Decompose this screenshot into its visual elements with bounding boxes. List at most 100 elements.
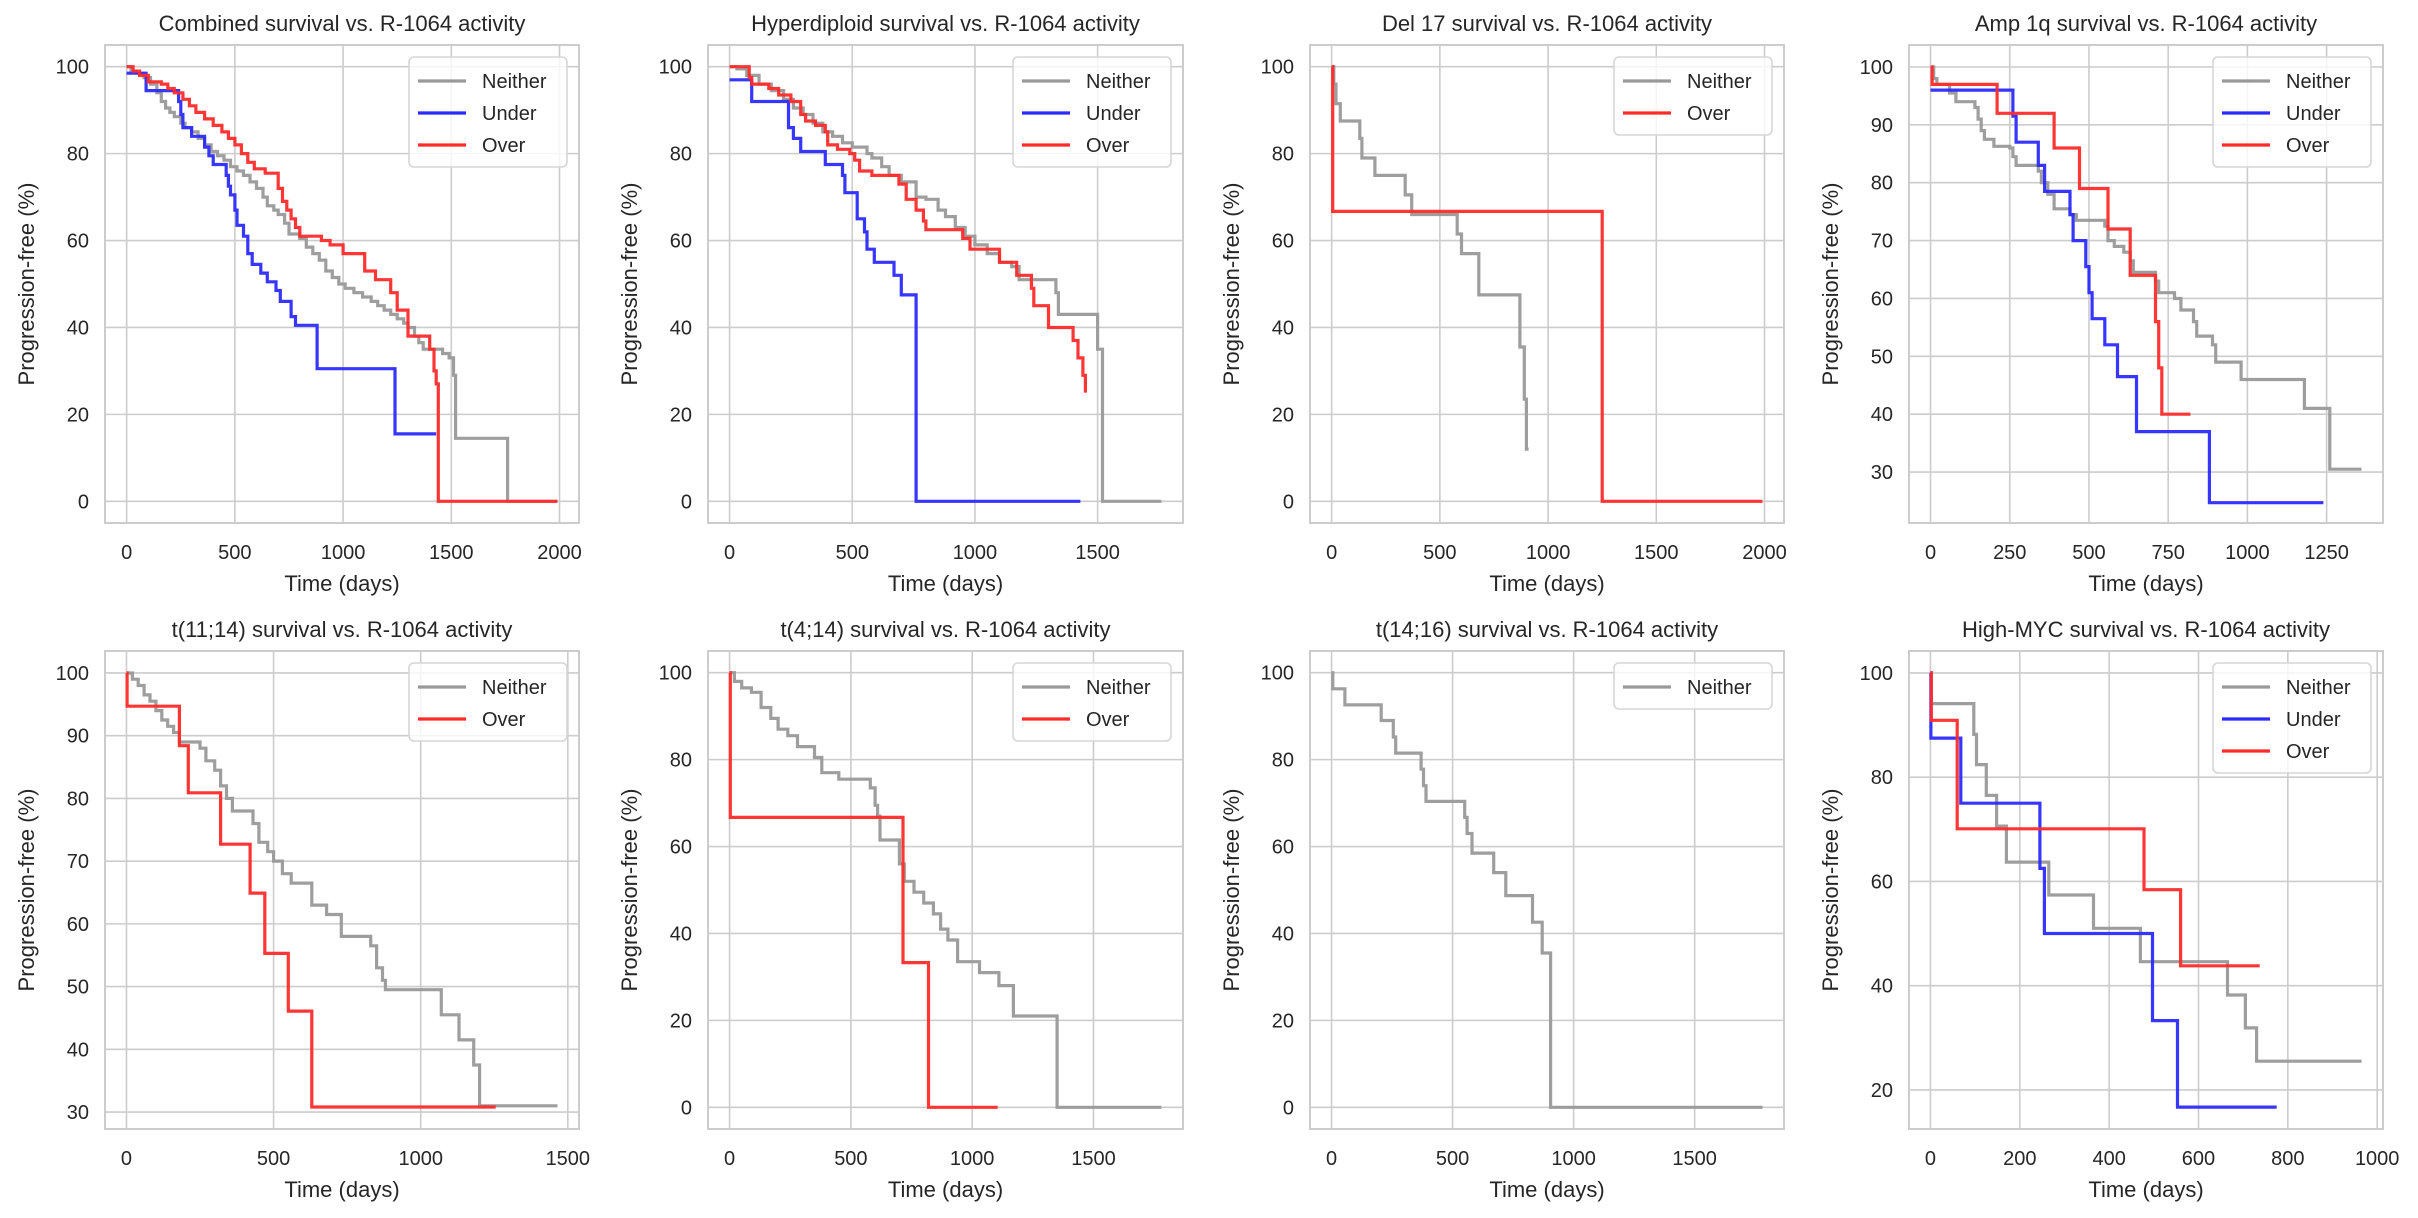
x-tick-label: 0 [724, 542, 735, 564]
series-line-over [1930, 65, 2191, 416]
x-tick-label: 1500 [546, 1148, 591, 1170]
legend-label-under: Under [2286, 709, 2341, 731]
y-axis-label: Progression-free (%) [617, 789, 642, 992]
y-tick-label: 40 [67, 317, 89, 339]
y-tick-label: 100 [56, 663, 89, 685]
y-tick-label: 40 [1871, 976, 1893, 998]
y-tick-label: 100 [1261, 57, 1294, 79]
axes-frame [1908, 650, 2384, 1130]
x-tick-label: 0 [1326, 542, 1337, 564]
legend-label-neither: Neither [482, 71, 547, 93]
axes-frame [1908, 44, 2384, 524]
x-tick-label: 1000 [1526, 542, 1571, 564]
legend-label-over: Over [2286, 741, 2330, 763]
series-line-over [125, 671, 496, 1109]
y-tick-label: 40 [670, 923, 692, 945]
legend-box [1012, 56, 1172, 168]
x-axis-label: Time (days) [888, 571, 1003, 596]
y-tick-label: 40 [67, 1039, 89, 1061]
chart-title: Hyperdiploid survival vs. R-1064 activit… [751, 11, 1140, 36]
x-tick-label: 1000 [398, 1148, 443, 1170]
y-tick-label: 80 [670, 750, 692, 772]
legend: Neither Under Over [1012, 56, 1172, 168]
y-axis-label: Progression-free (%) [14, 789, 39, 992]
y-tick-label: 100 [56, 57, 89, 79]
y-tick-label: 40 [1272, 923, 1294, 945]
x-tick-label: 1250 [2304, 542, 2349, 564]
x-tick-label: 0 [1326, 1148, 1337, 1170]
chart-panel-6: 0 500 1000 1500 0 20 40 60 80 100 t(4;14) survival… [617, 617, 1184, 1202]
series-line-under [729, 78, 1081, 503]
chart-panel-1: 0 500 1000 1500 2000 0 20 40 60 80 100 Combined sur… [14, 11, 582, 596]
y-tick-label: 50 [1871, 346, 1893, 368]
x-tick-label: 1000 [953, 542, 998, 564]
axes-frame [104, 44, 580, 524]
axes-frame [1309, 650, 1785, 1130]
y-tick-label: 100 [659, 663, 692, 685]
y-tick-label: 30 [67, 1102, 89, 1124]
series-line-over [126, 65, 558, 503]
legend-label-over: Over [2286, 135, 2330, 157]
chart-title: t(4;14) survival vs. R-1064 activity [780, 617, 1110, 642]
x-tick-label: 500 [257, 1148, 290, 1170]
y-tick-label: 20 [67, 404, 89, 426]
legend-label-neither: Neither [1086, 677, 1151, 699]
x-axis-label: Time (days) [2088, 1177, 2203, 1202]
y-tick-label: 80 [670, 144, 692, 166]
y-tick-label: 80 [1272, 144, 1294, 166]
x-axis-label: Time (days) [1489, 1177, 1604, 1202]
y-tick-label: 60 [1871, 288, 1893, 310]
x-tick-label: 500 [834, 1148, 867, 1170]
y-tick-label: 80 [1871, 767, 1893, 789]
legend-label-under: Under [2286, 103, 2341, 125]
legend-box [1613, 56, 1773, 136]
y-tick-label: 100 [1860, 57, 1893, 79]
y-tick-label: 60 [670, 231, 692, 253]
y-tick-label: 20 [1871, 1080, 1893, 1102]
legend-label-neither: Neither [1687, 677, 1752, 699]
series-line-over [1929, 671, 2260, 968]
chart-title: Amp 1q survival vs. R-1064 activity [1975, 11, 2317, 36]
y-tick-label: 0 [78, 491, 89, 513]
legend-label-over: Over [1086, 709, 1130, 731]
legend-label-neither: Neither [1687, 71, 1752, 93]
x-tick-label: 1000 [321, 542, 366, 564]
x-axis-label: Time (days) [1489, 571, 1604, 596]
chart-panel-7: 0 500 1000 1500 0 20 40 60 80 100 t(14;16) surviva… [1219, 617, 1785, 1202]
x-tick-label: 1500 [1075, 542, 1120, 564]
legend: Neither Over [408, 662, 568, 742]
y-tick-label: 20 [1272, 1010, 1294, 1032]
y-tick-label: 0 [1283, 491, 1294, 513]
chart-title: Combined survival vs. R-1064 activity [159, 11, 526, 36]
legend-label-neither: Neither [482, 677, 547, 699]
x-tick-label: 1500 [1672, 1148, 1717, 1170]
legend-box [408, 662, 568, 742]
legend: Neither Over [1012, 662, 1172, 742]
y-axis-label: Progression-free (%) [14, 183, 39, 386]
legend-box [408, 56, 568, 168]
y-tick-label: 0 [681, 1097, 692, 1119]
y-axis-label: Progression-free (%) [1219, 789, 1244, 992]
y-tick-label: 20 [670, 1010, 692, 1032]
x-tick-label: 500 [836, 542, 869, 564]
legend-label-over: Over [1687, 103, 1731, 125]
y-tick-label: 60 [67, 231, 89, 253]
y-tick-label: 100 [659, 57, 692, 79]
x-axis-label: Time (days) [284, 571, 399, 596]
series-line-over [728, 671, 998, 1109]
legend-label-neither: Neither [2286, 677, 2351, 699]
legend-box [2212, 662, 2372, 774]
series-line-neither [1930, 65, 2362, 471]
x-axis-label: Time (days) [888, 1177, 1003, 1202]
x-tick-label: 500 [2072, 542, 2105, 564]
legend-label-over: Over [482, 709, 526, 731]
y-tick-label: 50 [67, 977, 89, 999]
x-tick-label: 500 [218, 542, 251, 564]
series-line-neither [126, 671, 558, 1108]
chart-title: High-MYC survival vs. R-1064 activity [1962, 617, 2330, 642]
y-tick-label: 80 [67, 144, 89, 166]
series-line-neither [1331, 65, 1529, 451]
series-line-neither [1331, 671, 1763, 1109]
x-tick-label: 2000 [1742, 542, 1787, 564]
